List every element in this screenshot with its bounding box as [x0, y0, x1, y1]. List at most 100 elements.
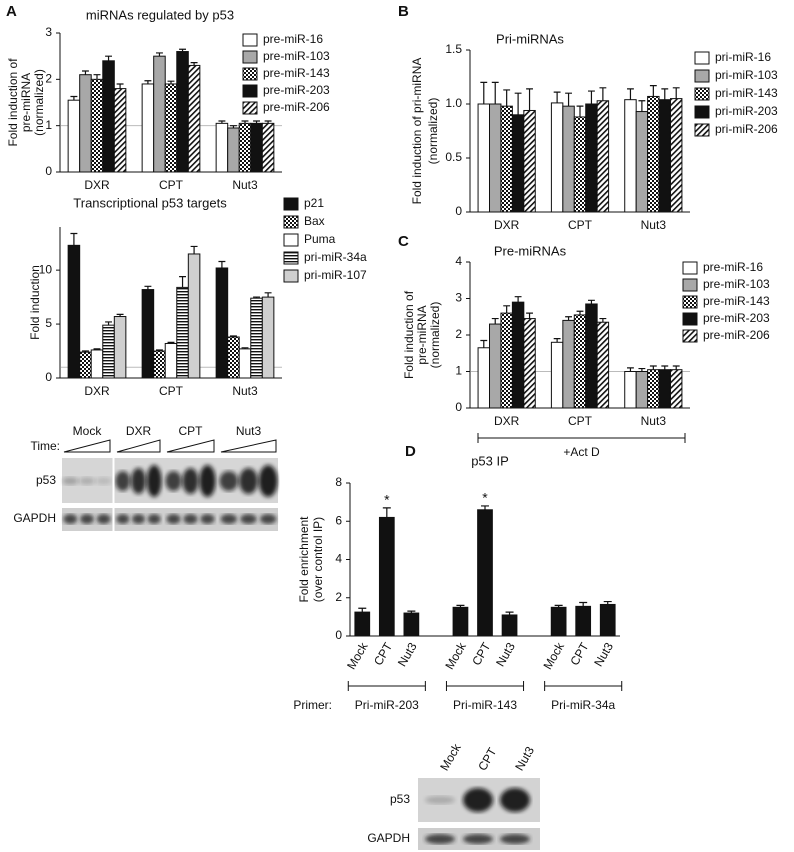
blot-band	[96, 514, 111, 524]
bar	[250, 122, 263, 173]
blot-band	[200, 514, 215, 524]
blot-band	[240, 514, 257, 524]
x-tick-label: Mock	[344, 639, 371, 672]
error-bar	[167, 341, 175, 344]
error-bar	[155, 349, 163, 352]
blot-row-label: p53	[36, 473, 56, 487]
error-bar	[505, 611, 514, 615]
error-bar	[179, 48, 187, 52]
legend-swatch	[682, 278, 698, 292]
y-tick-label: 2	[45, 72, 52, 86]
bar	[550, 341, 564, 409]
y-tick-label: 3	[455, 291, 462, 305]
blot-band	[183, 514, 198, 524]
bar	[90, 78, 104, 173]
y-tick-label: 3	[45, 25, 52, 39]
bar	[647, 95, 660, 213]
bar	[153, 350, 166, 379]
error-bar	[241, 120, 249, 124]
y-tick-label: 2	[455, 327, 462, 341]
blot-band	[116, 514, 130, 524]
bar	[585, 303, 598, 409]
blot-band	[130, 468, 147, 494]
error-bar	[661, 365, 669, 370]
blot-group-label: Nut3	[236, 424, 262, 438]
bar	[489, 103, 502, 213]
legend-swatch	[283, 251, 299, 265]
annotation: *	[482, 490, 488, 506]
error-bar	[116, 83, 124, 89]
error-bar	[241, 347, 249, 349]
legend-label: Puma	[304, 232, 336, 246]
error-bar	[70, 95, 78, 101]
group-label: Pri-miR-34a	[551, 698, 615, 712]
legend-swatch	[694, 123, 710, 137]
error-bar	[565, 92, 572, 107]
error-bar	[190, 245, 198, 254]
y-tick-label: 0	[45, 164, 52, 178]
chart-title: Pri-miRNAs	[496, 31, 564, 46]
x-tick-label: Mock	[541, 639, 568, 672]
legend-swatch	[694, 87, 710, 101]
bar	[477, 103, 491, 213]
chart-title: miRNAs regulated by p53	[86, 7, 234, 22]
footnote: +Act D	[563, 445, 600, 459]
error-bar	[627, 88, 634, 100]
x-tick-label: CPT	[568, 414, 593, 428]
error-bar	[407, 610, 416, 614]
bar	[511, 301, 525, 409]
blot-band	[62, 477, 79, 485]
error-bar	[81, 350, 89, 353]
legend-swatch	[283, 197, 299, 211]
error-bar	[599, 87, 607, 101]
blot-band	[79, 477, 95, 485]
legend-label: pre-miR-143	[263, 66, 330, 80]
time-wedge	[166, 439, 215, 453]
error-bar	[155, 52, 163, 57]
error-bar	[554, 604, 563, 608]
bar	[250, 297, 263, 379]
error-bar	[358, 607, 367, 613]
y-tick-label: 1	[455, 364, 462, 378]
x-tick-label: CPT	[159, 384, 184, 398]
y-axis-label: (normalized)	[426, 98, 440, 165]
y-axis-label: Fold enrichment	[297, 516, 311, 603]
y-tick-label: 0	[455, 204, 462, 218]
legend-label: pri-miR-143	[715, 86, 778, 100]
bar	[477, 509, 493, 637]
group-bracket	[347, 681, 426, 691]
legend-label: pre-miR-16	[263, 32, 323, 46]
bar	[141, 83, 155, 173]
blot-band	[258, 465, 278, 497]
blot-band	[500, 834, 530, 844]
blot-band	[463, 834, 493, 844]
error-bar	[229, 335, 237, 338]
error-bar	[179, 276, 187, 288]
bar	[624, 371, 637, 409]
blot-band	[166, 514, 181, 524]
blot-band	[219, 471, 239, 491]
legend-label: pri-miR-16	[715, 50, 771, 64]
blot-group-label: Mock	[73, 424, 103, 438]
error-bar	[264, 292, 272, 298]
bar	[67, 244, 81, 379]
legend-swatch	[242, 101, 258, 115]
blot-row-label: GAPDH	[13, 511, 56, 525]
x-tick-label: CPT	[371, 640, 395, 668]
bar	[227, 336, 240, 379]
bar	[452, 606, 469, 637]
y-tick-label: 4	[455, 254, 462, 268]
bar	[511, 114, 525, 213]
bar	[79, 351, 92, 379]
error-bar	[481, 505, 489, 510]
y-axis-label: Fold induction of	[6, 58, 20, 147]
blot-band	[146, 465, 162, 497]
x-tick-label: CPT	[567, 640, 591, 668]
bar	[489, 323, 502, 409]
bar	[575, 605, 592, 637]
error-bar	[649, 85, 657, 97]
error-bar	[264, 120, 272, 124]
blot-group-label: DXR	[126, 424, 152, 438]
x-tick-label: Nut3	[395, 640, 420, 669]
error-bar	[81, 70, 89, 75]
